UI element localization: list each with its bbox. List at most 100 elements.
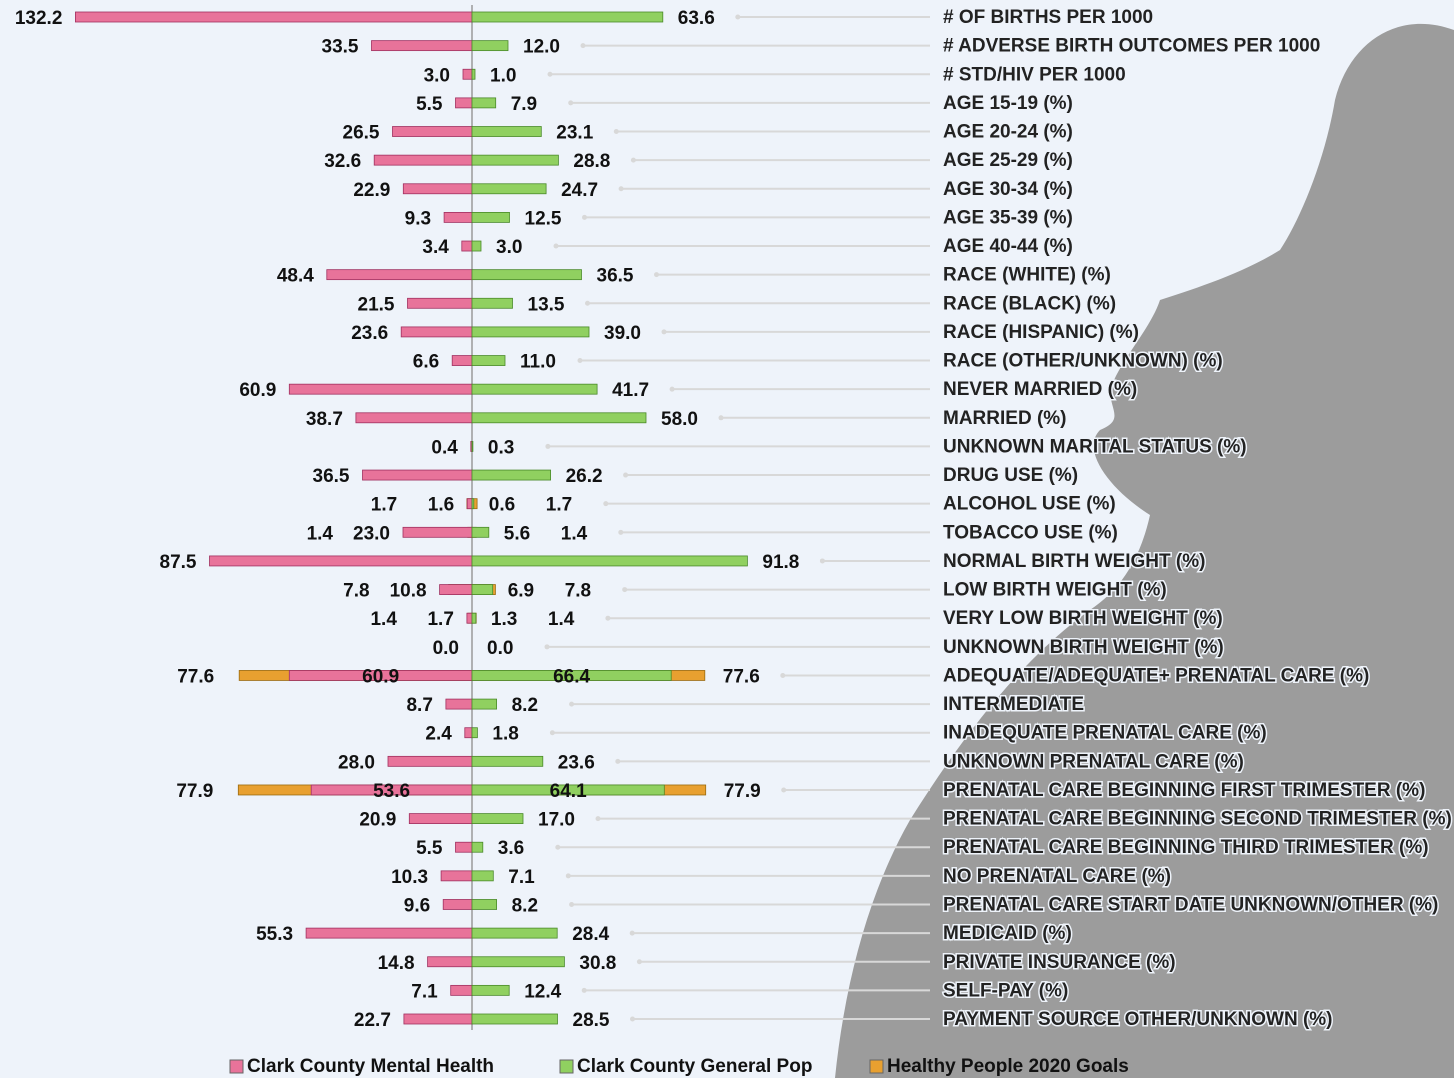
bar	[472, 756, 543, 766]
value-label: 7.9	[511, 94, 537, 115]
leader-dot	[585, 301, 590, 306]
value-label: 5.5	[416, 94, 443, 115]
goal-label: 1.7	[546, 495, 572, 516]
category-label: AGE 40-44 (%)	[943, 236, 1073, 257]
value-label: 1.7	[427, 609, 453, 630]
value-label: 36.5	[597, 266, 634, 287]
bar	[472, 728, 477, 738]
value-label: 26.2	[566, 466, 603, 487]
value-label: 30.8	[579, 953, 616, 974]
value-label: 6.9	[508, 581, 534, 602]
bar	[404, 1014, 472, 1024]
bar	[372, 41, 473, 51]
value-label: 38.7	[306, 409, 343, 430]
value-label: 1.8	[492, 724, 518, 745]
category-label: UNKNOWN MARITAL STATUS (%)	[943, 436, 1247, 457]
bar	[306, 928, 472, 938]
bar	[472, 556, 747, 566]
bar	[210, 556, 473, 566]
bar	[356, 413, 472, 423]
category-label: DRUG USE (%)	[943, 465, 1078, 486]
bar	[472, 327, 589, 337]
legend-label: Clark County Mental Health	[247, 1056, 494, 1077]
category-label: UNKNOWN PRENATAL CARE (%)	[943, 751, 1244, 772]
leader-dot	[566, 873, 571, 878]
value-label: 2.4	[425, 724, 452, 745]
bar	[472, 127, 541, 137]
bar	[467, 499, 472, 509]
category-label: RACE (OTHER/UNKNOWN) (%)	[943, 351, 1223, 372]
value-label: 10.3	[391, 867, 428, 888]
bar	[465, 728, 472, 738]
value-label: 6.6	[413, 352, 439, 373]
bar	[472, 413, 646, 423]
bar	[452, 356, 472, 366]
leader-dot	[618, 530, 623, 535]
value-label: 1.3	[491, 609, 517, 630]
bar	[363, 470, 473, 480]
leader-dot	[555, 845, 560, 850]
value-label: 0.4	[431, 437, 458, 458]
value-label: 60.9	[362, 666, 399, 687]
category-label: ALCOHOL USE (%)	[943, 494, 1116, 515]
bar	[374, 155, 472, 165]
value-label: 10.8	[390, 581, 427, 602]
value-label: 22.9	[353, 180, 390, 201]
value-label: 8.2	[512, 896, 538, 917]
value-label: 5.5	[416, 838, 443, 859]
category-label: NEVER MARRIED (%)	[943, 379, 1137, 400]
value-label: 12.5	[525, 208, 562, 229]
value-label: 22.7	[354, 1010, 391, 1031]
value-label: 28.4	[572, 924, 609, 945]
bar	[409, 814, 472, 824]
category-label: RACE (BLACK) (%)	[943, 293, 1116, 314]
category-label: RACE (WHITE) (%)	[943, 265, 1111, 286]
bar	[444, 212, 472, 222]
bar	[472, 470, 551, 480]
bar	[472, 356, 505, 366]
category-label: NORMAL BIRTH WEIGHT (%)	[943, 551, 1205, 572]
bar	[472, 155, 558, 165]
bar	[467, 613, 472, 623]
bar	[472, 585, 493, 595]
bar	[472, 842, 483, 852]
value-label: 132.2	[15, 8, 63, 29]
category-label: INTERMEDIATE	[943, 694, 1084, 715]
value-label: 8.7	[406, 695, 432, 716]
bar	[456, 98, 473, 108]
goal-label: 1.4	[370, 609, 397, 630]
page: 132.263.6# OF BIRTHS PER 100033.512.0# A…	[0, 0, 1454, 1078]
leader-dot	[569, 902, 574, 907]
bar	[463, 69, 472, 79]
value-label: 32.6	[324, 151, 361, 172]
bar	[393, 127, 473, 137]
value-label: 91.8	[762, 552, 799, 573]
leader-dot	[614, 129, 619, 134]
bar	[472, 527, 489, 537]
value-label: 3.0	[496, 237, 522, 258]
leader-dot	[637, 959, 642, 964]
value-label: 0.6	[489, 495, 515, 516]
category-label: PRENATAL CARE START DATE UNKNOWN/OTHER (…	[943, 895, 1438, 916]
leader-dot	[568, 100, 573, 105]
bar	[472, 613, 476, 623]
bar	[462, 241, 472, 251]
category-label: MEDICAID (%)	[943, 923, 1072, 944]
category-label: INADEQUATE PRENATAL CARE (%)	[943, 723, 1267, 744]
value-label: 3.0	[424, 65, 450, 86]
bar	[472, 814, 523, 824]
bar	[472, 298, 513, 308]
value-label: 39.0	[604, 323, 641, 344]
value-label: 58.0	[661, 409, 698, 430]
bar	[472, 212, 510, 222]
value-label: 0.0	[433, 638, 459, 659]
leader-dot	[550, 730, 555, 735]
goal-label: 1.4	[548, 609, 575, 630]
goal-label: 7.8	[343, 581, 369, 602]
value-label: 20.9	[359, 810, 396, 831]
leader-dot	[662, 329, 667, 334]
bar	[472, 499, 474, 509]
category-label: PRENATAL CARE BEGINNING THIRD TRIMESTER …	[943, 837, 1429, 858]
bar	[472, 241, 481, 251]
value-label: 23.6	[351, 323, 388, 344]
